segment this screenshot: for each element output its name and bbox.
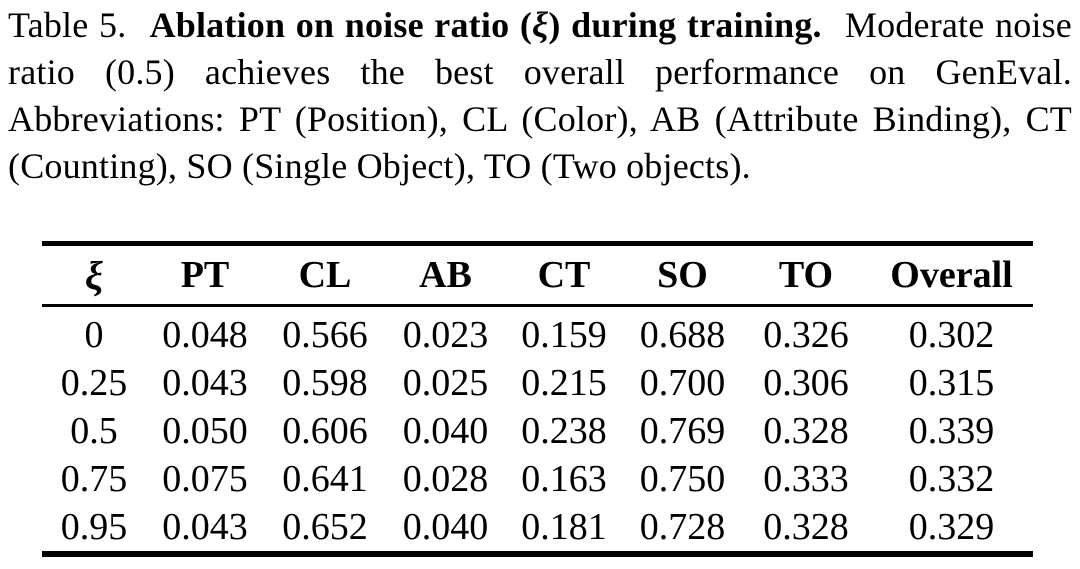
column-header-pt: PT	[146, 243, 264, 307]
table-cell: 0.328	[763, 410, 849, 452]
table-cell: 0.641	[282, 458, 368, 500]
ablation-table-container: ξ PT CL AB CT SO TO Overall 0 0.048 0.56…	[42, 241, 1033, 557]
table-cell: 0.750	[639, 458, 726, 500]
table-cell: 0.238	[521, 410, 607, 452]
column-header-overall: Overall	[870, 243, 1033, 307]
table-caption: Table 5. Ablation on noise ratio (ξ) dur…	[8, 2, 1072, 190]
table-cell: 0.159	[521, 314, 607, 356]
table-cell: 0.025	[402, 362, 489, 404]
table-cell: 0.043	[162, 362, 248, 404]
table-cell: 0.95	[60, 506, 128, 548]
caption-title: Ablation on noise ratio (ξ) during train…	[150, 5, 835, 45]
column-header-so: SO	[623, 243, 742, 307]
column-header-ct: CT	[505, 243, 623, 307]
table-cell: 0.566	[282, 314, 368, 356]
caption-label: Table 5.	[8, 5, 127, 45]
table-row: 0.75 0.075 0.641 0.028 0.163 0.750 0.333…	[42, 455, 1033, 503]
ablation-table: ξ PT CL AB CT SO TO Overall 0 0.048 0.56…	[42, 241, 1033, 557]
caption-title-part-a: Ablation on noise ratio (	[149, 5, 533, 45]
table-cell: 0.606	[282, 410, 368, 452]
column-header-ab: AB	[386, 243, 505, 307]
table-cell: 0.5	[70, 410, 118, 452]
column-header-xi: ξ	[42, 243, 146, 307]
table-row: 0.95 0.043 0.652 0.040 0.181 0.728 0.328…	[42, 503, 1033, 554]
table-cell: 0.652	[282, 506, 368, 548]
column-header-to: TO	[742, 243, 870, 307]
table-row: 0 0.048 0.566 0.023 0.159 0.688 0.326 0.…	[42, 306, 1033, 360]
table-cell: 0.302	[908, 314, 995, 356]
table-cell: 0.075	[162, 458, 248, 500]
caption-xi-symbol: ξ	[532, 5, 549, 45]
table-cell: 0.333	[763, 458, 849, 500]
table-cell: 0	[84, 314, 104, 356]
table-cell: 0.329	[908, 506, 995, 548]
table-cell: 0.769	[639, 410, 726, 452]
table-cell: 0.306	[763, 362, 849, 404]
table-row: 0.5 0.050 0.606 0.040 0.238 0.769 0.328 …	[42, 407, 1033, 455]
table-cell: 0.339	[908, 410, 995, 452]
table-cell: 0.328	[763, 506, 849, 548]
table-cell: 0.048	[162, 314, 248, 356]
column-header-cl: CL	[264, 243, 386, 307]
table-cell: 0.028	[402, 458, 489, 500]
table-cell: 0.598	[282, 362, 368, 404]
table-cell: 0.023	[402, 314, 489, 356]
caption-title-part-b: ) during training.	[548, 5, 822, 45]
table-cell: 0.040	[402, 506, 489, 548]
table-cell: 0.040	[402, 410, 489, 452]
table-row: 0.25 0.043 0.598 0.025 0.215 0.700 0.306…	[42, 359, 1033, 407]
table-header-row: ξ PT CL AB CT SO TO Overall	[42, 243, 1033, 307]
table-cell: 0.163	[521, 458, 607, 500]
table-cell: 0.25	[60, 362, 128, 404]
table-cell: 0.688	[639, 314, 726, 356]
table-cell: 0.728	[639, 506, 726, 548]
table-cell: 0.700	[639, 362, 726, 404]
table-cell: 0.215	[521, 362, 607, 404]
table-body: 0 0.048 0.566 0.023 0.159 0.688 0.326 0.…	[42, 306, 1033, 555]
header-row: ξ PT CL AB CT SO TO Overall	[42, 243, 1033, 307]
table-cell: 0.050	[162, 410, 248, 452]
table-cell: 0.315	[908, 362, 995, 404]
caption-body: Moderate noise ratio (0.5) achieves the …	[8, 5, 1072, 186]
table-cell: 0.043	[162, 506, 248, 548]
table-cell: 0.75	[60, 458, 128, 500]
table-cell: 0.326	[763, 314, 849, 356]
table-cell: 0.181	[521, 506, 607, 548]
table-cell: 0.332	[908, 458, 995, 500]
